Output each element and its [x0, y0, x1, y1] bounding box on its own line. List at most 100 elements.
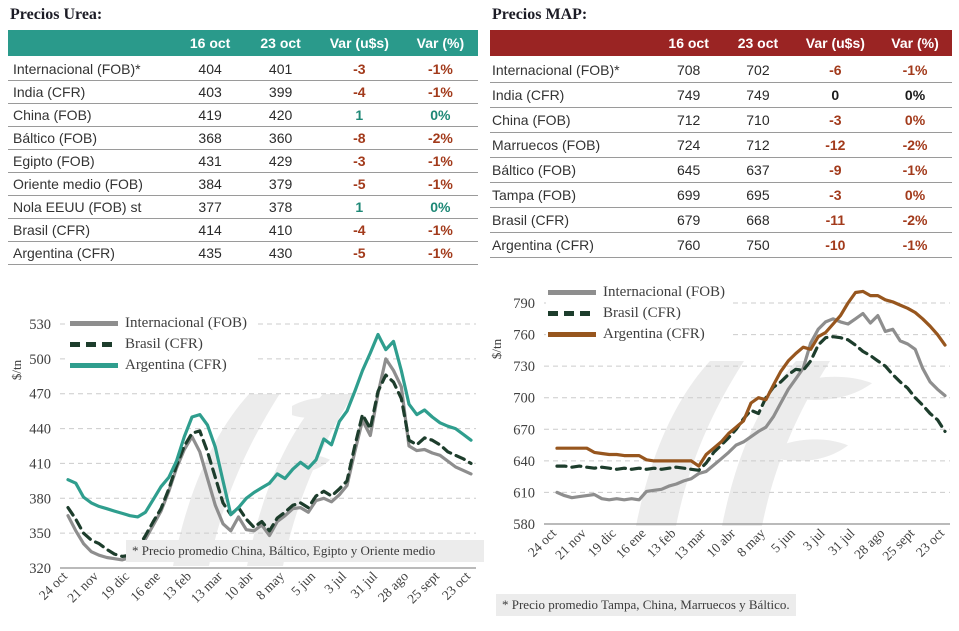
cell-16oct: 377	[198, 199, 222, 215]
cell-product: China (FOB)	[492, 112, 571, 128]
cell-product: Egipto (FOB)	[13, 153, 95, 169]
cell-16oct: 384	[198, 176, 222, 192]
cell-23oct: 702	[746, 62, 770, 78]
cell-16oct: 708	[676, 62, 701, 78]
table-row: Báltico (FOB) 645 637 -9 -1%	[490, 157, 952, 183]
legend-label-brasil: Brasil (CFR)	[603, 305, 681, 321]
cell-23oct: 360	[268, 130, 293, 146]
table-row: Brasil (CFR) 679 668 -11 -2%	[490, 207, 952, 233]
cell-16oct: 403	[198, 84, 222, 100]
y-axis-label: $/tn	[489, 338, 504, 359]
urea-price-table: 16 oct 23 oct Var (u$s) Var (%) Internac…	[8, 30, 478, 265]
cell-16oct: 435	[198, 245, 222, 261]
cell-var-usd: -3	[353, 61, 366, 77]
x-tick-label: 8 may	[734, 525, 768, 559]
cell-var-usd: -3	[829, 112, 842, 128]
cell-var-pct: -1%	[427, 222, 453, 238]
cell-product: Báltico (FOB)	[13, 130, 98, 146]
watermark-leaf	[788, 376, 872, 400]
column-header-23oct: 23 oct	[245, 30, 316, 57]
cell-23oct: 710	[746, 112, 770, 128]
table-row: Internacional (FOB)* 708 702 -6 -1%	[490, 57, 952, 83]
urea-chart: 530 500 470 440 410 380 350 320 $/tn 24 oct 21 nov…	[8, 298, 484, 628]
legend-item-internacional: Internacional (FOB)	[548, 282, 725, 303]
column-header-var-usd: Var (u$s)	[792, 30, 879, 57]
cell-product: Brasil (CFR)	[492, 212, 569, 228]
cell-var-pct: -2%	[427, 130, 453, 146]
cell-product: Argentina (CFR)	[13, 245, 115, 261]
y-tick-label: 500	[29, 352, 51, 368]
cell-var-pct: 0%	[904, 87, 926, 103]
cell-var-usd: 1	[355, 199, 364, 215]
x-tick-label: 5 jun	[768, 525, 798, 555]
cell-var-pct: -1%	[427, 61, 453, 77]
x-tick-label: 23 oct	[439, 568, 473, 602]
table-row: Argentina (CFR) 435 430 -5 -1%	[8, 241, 478, 265]
table-row: Marruecos (FOB) 724 712 -12 -2%	[490, 132, 952, 158]
cell-product: Internacional (FOB)*	[492, 62, 620, 78]
cell-var-usd: -3	[829, 187, 842, 203]
cell-16oct: 404	[198, 61, 222, 77]
cell-product: Nola EEUU (FOB) st	[13, 199, 142, 215]
cell-23oct: 750	[746, 237, 770, 253]
cell-var-usd: -12	[825, 137, 846, 153]
cell-23oct: 429	[268, 153, 293, 169]
x-tick-label: 13 mar	[188, 568, 226, 606]
urea-table-body: Internacional (FOB)* 404 401 -3 -1% India (CF…	[8, 57, 478, 265]
cell-16oct: 760	[676, 237, 701, 253]
cell-var-pct: -1%	[427, 84, 453, 100]
cell-product: Báltico (FOB)	[492, 162, 577, 178]
x-tick-label: 10 abr	[221, 568, 256, 603]
watermark-leaf	[292, 398, 348, 418]
cell-16oct: 724	[676, 137, 701, 153]
cell-var-pct: -2%	[902, 137, 928, 153]
table-row: Báltico (FOB) 368 360 -8 -2%	[8, 126, 478, 150]
cell-var-usd: -4	[353, 84, 366, 100]
cell-var-pct: -1%	[902, 237, 928, 253]
cell-23oct: 399	[268, 84, 293, 100]
cell-23oct: 420	[268, 107, 293, 123]
legend-item-brasil: Brasil (CFR)	[548, 303, 725, 324]
table-row: Nola EEUU (FOB) st 377 378 1 0%	[8, 195, 478, 219]
cell-var-usd: -6	[829, 62, 842, 78]
y-tick-label: 670	[513, 422, 535, 438]
cell-product: Oriente medio (FOB)	[13, 176, 143, 192]
cell-var-pct: -1%	[427, 176, 453, 192]
map-price-table: 16 oct 23 oct Var (u$s) Var (%) Internac…	[490, 30, 952, 258]
cell-23oct: 430	[268, 245, 293, 261]
legend-line-argentina	[548, 332, 596, 337]
cell-var-pct: 0%	[430, 107, 451, 123]
x-tick-label: 25 sept	[404, 568, 442, 606]
x-tick-label: 21 nov	[552, 525, 589, 562]
y-tick-label: 440	[29, 422, 51, 438]
column-header-var-pct: Var (%)	[878, 30, 952, 57]
x-tick-label: 25 sept	[879, 525, 917, 563]
cell-var-usd: -8	[353, 130, 366, 146]
column-header-product	[8, 30, 175, 57]
y-tick-label: 580	[513, 517, 535, 533]
cell-var-pct: -1%	[902, 162, 928, 178]
x-tick-label: 16 ene	[127, 569, 163, 605]
table-row: Argentina (CFR) 760 750 -10 -1%	[490, 232, 952, 258]
cell-product: India (CFR)	[492, 87, 565, 103]
table-row: Oriente medio (FOB) 384 379 -5 -1%	[8, 172, 478, 196]
panel-urea: Precios Urea: 16 oct 23 oct Var (u$s) Va…	[8, 4, 478, 265]
y-tick-label: 760	[513, 328, 535, 344]
cell-var-usd: -5	[353, 245, 366, 261]
column-header-var-pct: Var (%)	[402, 30, 478, 57]
x-tick-label: 28 ago	[375, 568, 411, 604]
cell-var-pct: 0%	[430, 199, 451, 215]
watermark-leaf	[774, 439, 848, 461]
legend-line-argentina	[70, 363, 118, 368]
cell-product: Brasil (CFR)	[13, 222, 90, 238]
legend-item-internacional: Internacional (FOB)	[70, 313, 247, 334]
y-tick-label: 790	[513, 296, 535, 312]
column-header-product	[490, 30, 654, 57]
column-header-23oct: 23 oct	[723, 30, 793, 57]
cell-16oct: 645	[676, 162, 701, 178]
map-table-header: 16 oct 23 oct Var (u$s) Var (%)	[490, 30, 952, 57]
legend-label-argentina: Argentina (CFR)	[603, 326, 705, 342]
cell-var-usd: 1	[355, 107, 364, 123]
map-chart-legend: Internacional (FOB) Brasil (CFR) Argenti…	[546, 280, 734, 347]
